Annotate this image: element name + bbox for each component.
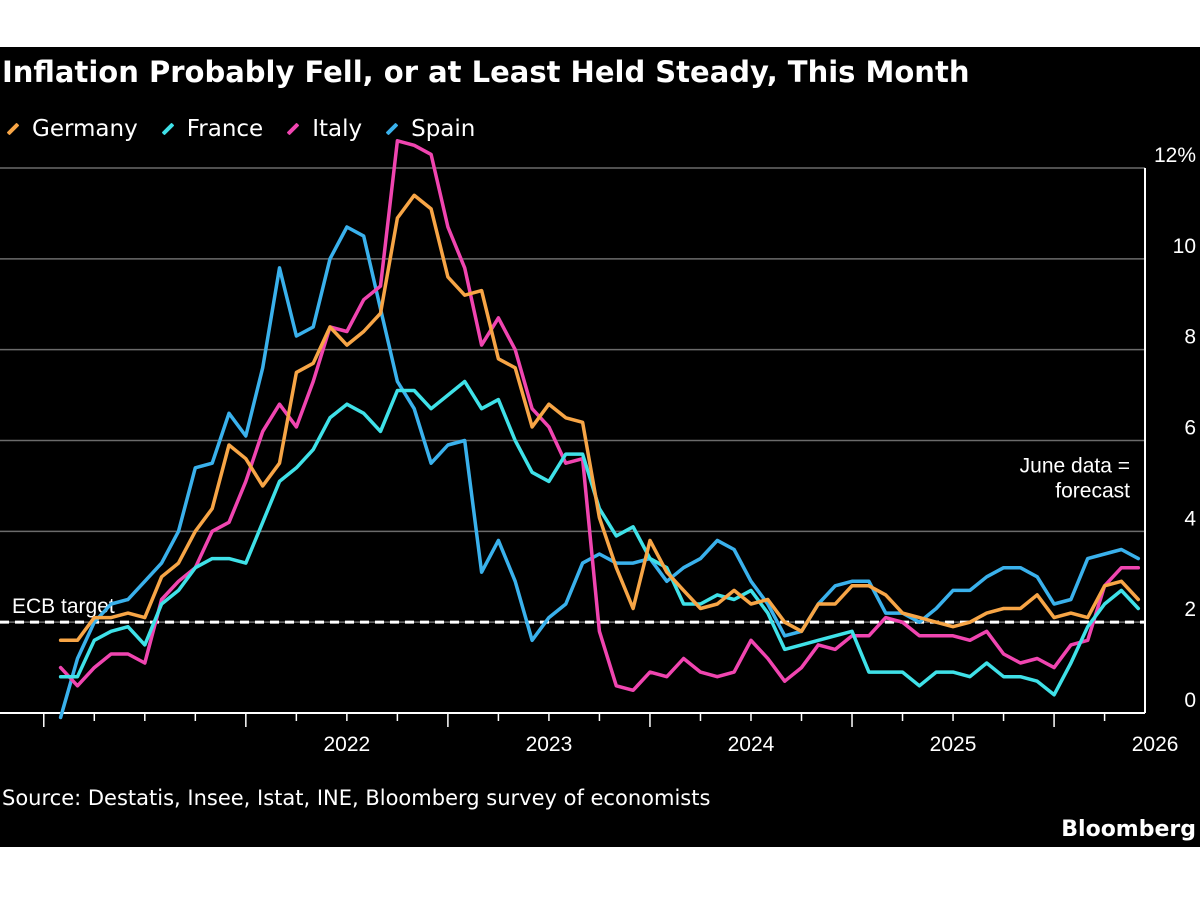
brand-logo: Bloomberg xyxy=(1061,817,1196,842)
y-axis-tick-labels: 0 2 4 6 8 10 12% xyxy=(1154,144,1196,712)
y-tick-label-4: 8 xyxy=(1184,326,1196,349)
legend-item-italy: Italy xyxy=(284,116,362,142)
x-tick-label-3: 2025 xyxy=(930,733,977,756)
forecast-annotation-0: June data = forecast xyxy=(1020,454,1131,502)
annotations: June data = forecast xyxy=(1020,454,1131,502)
legend-label-italy: Italy xyxy=(312,116,363,142)
legend-label-spain: Spain xyxy=(411,116,476,142)
series-lines xyxy=(58,139,1141,720)
series-line-italy xyxy=(58,139,1141,693)
x-tick-label-2: 2024 xyxy=(728,733,775,756)
chart-title: Inflation Probably Fell, or at Least Hel… xyxy=(2,55,970,89)
ecb-target-label: ECB target xyxy=(12,595,115,618)
axes: 2022 2023 2024 2025 2026 xyxy=(0,168,1178,756)
gridlines xyxy=(0,167,1145,623)
series-line-spain xyxy=(58,225,1141,720)
y-tick-label-2: 4 xyxy=(1184,507,1196,530)
legend-label-germany: Germany xyxy=(32,116,138,142)
series-line-germany xyxy=(58,193,1141,643)
legend-item-germany: Germany xyxy=(4,116,138,142)
x-tick-label-0: 2022 xyxy=(324,733,371,756)
ecb-target-reference: ECB target xyxy=(0,595,1145,624)
legend-item-france: France xyxy=(159,116,263,142)
y-tick-label-1: 2 xyxy=(1184,598,1196,621)
y-tick-label-3: 6 xyxy=(1184,417,1196,440)
x-tick-label-1: 2023 xyxy=(526,733,573,756)
x-tick-label-4: 2026 xyxy=(1132,733,1179,756)
y-tick-label-6: 12% xyxy=(1154,144,1196,167)
legend-item-spain: Spain xyxy=(383,116,475,142)
legend-label-france: France xyxy=(186,116,264,142)
chart-legend: Germany France Italy Spain xyxy=(4,112,496,146)
y-tick-label-5: 10 xyxy=(1173,235,1196,258)
y-tick-label-0: 0 xyxy=(1184,689,1196,712)
source-note: Source: Destatis, Insee, Istat, INE, Blo… xyxy=(2,786,711,810)
